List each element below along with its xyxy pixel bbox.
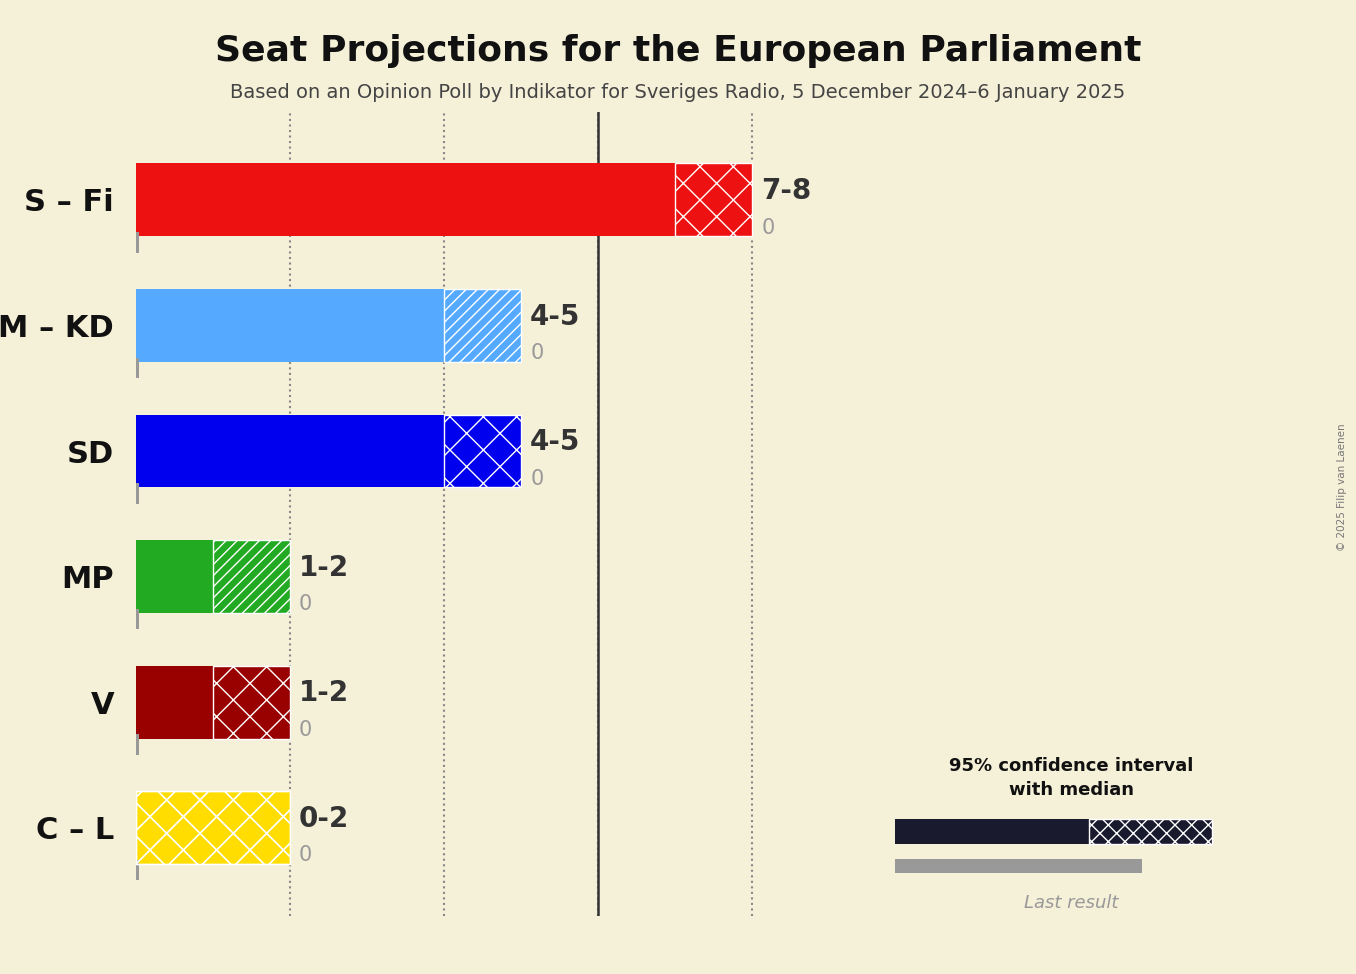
Bar <box>136 541 213 613</box>
Bar <box>675 164 753 237</box>
Bar <box>443 415 521 487</box>
Bar <box>136 860 140 880</box>
Bar <box>443 289 521 362</box>
Text: Last result: Last result <box>1024 894 1119 912</box>
Bar <box>213 665 290 738</box>
Text: 0: 0 <box>530 343 544 363</box>
Text: 0: 0 <box>530 468 544 489</box>
Bar <box>136 791 290 864</box>
Bar <box>136 164 675 237</box>
Text: 0-2: 0-2 <box>300 805 350 833</box>
Text: Based on an Opinion Poll by Indikator for Sveriges Radio, 5 December 2024–6 Janu: Based on an Opinion Poll by Indikator fo… <box>231 83 1125 102</box>
Bar <box>136 791 290 864</box>
Text: 95% confidence interval
with median: 95% confidence interval with median <box>949 757 1193 799</box>
Text: 0: 0 <box>762 217 774 238</box>
Bar <box>895 859 1142 873</box>
Bar <box>1089 819 1212 843</box>
Bar <box>443 289 521 362</box>
Bar <box>136 609 140 629</box>
Bar <box>136 483 140 504</box>
Text: © 2025 Filip van Laenen: © 2025 Filip van Laenen <box>1337 423 1347 551</box>
Text: 0: 0 <box>300 720 312 739</box>
Bar <box>136 289 443 362</box>
Text: 4-5: 4-5 <box>530 429 580 456</box>
Text: 1-2: 1-2 <box>300 554 348 581</box>
Bar <box>213 665 290 738</box>
Text: 0: 0 <box>300 845 312 865</box>
Text: Seat Projections for the European Parliament: Seat Projections for the European Parlia… <box>214 34 1142 68</box>
Bar <box>213 541 290 613</box>
Bar <box>136 357 140 378</box>
Bar <box>136 232 140 252</box>
Bar <box>136 791 290 864</box>
Text: 4-5: 4-5 <box>530 303 580 330</box>
Bar <box>675 164 753 237</box>
Bar <box>895 819 1089 843</box>
Bar <box>136 665 213 738</box>
Text: 0: 0 <box>300 594 312 615</box>
Bar <box>443 415 521 487</box>
Text: 7-8: 7-8 <box>762 177 812 206</box>
Bar <box>136 734 140 755</box>
Bar <box>213 541 290 613</box>
Text: 1-2: 1-2 <box>300 679 348 707</box>
Bar <box>136 791 290 864</box>
Bar <box>136 415 443 487</box>
Bar <box>1089 819 1212 843</box>
